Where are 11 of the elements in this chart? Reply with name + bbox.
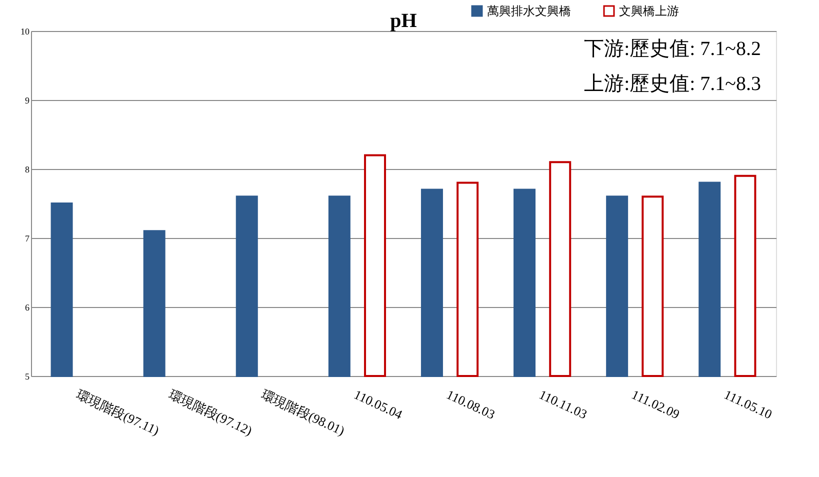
annotation: 下游:歷史值: 7.1~8.2 (584, 38, 761, 60)
y-tick-label: 6 (25, 302, 30, 312)
chart-title: pH (390, 10, 418, 32)
annotation: 上游:歷史值: 7.1~8.3 (584, 73, 761, 95)
legend-label: 文興橋上游 (619, 4, 679, 18)
y-tick-label: 7 (25, 234, 30, 244)
y-tick-label: 8 (25, 164, 30, 174)
legend-label: 萬興排水文興橋 (487, 4, 571, 18)
y-tick-label: 5 (25, 372, 30, 382)
y-tick-label: 9 (25, 96, 30, 106)
y-tick-label: 10 (20, 26, 30, 36)
